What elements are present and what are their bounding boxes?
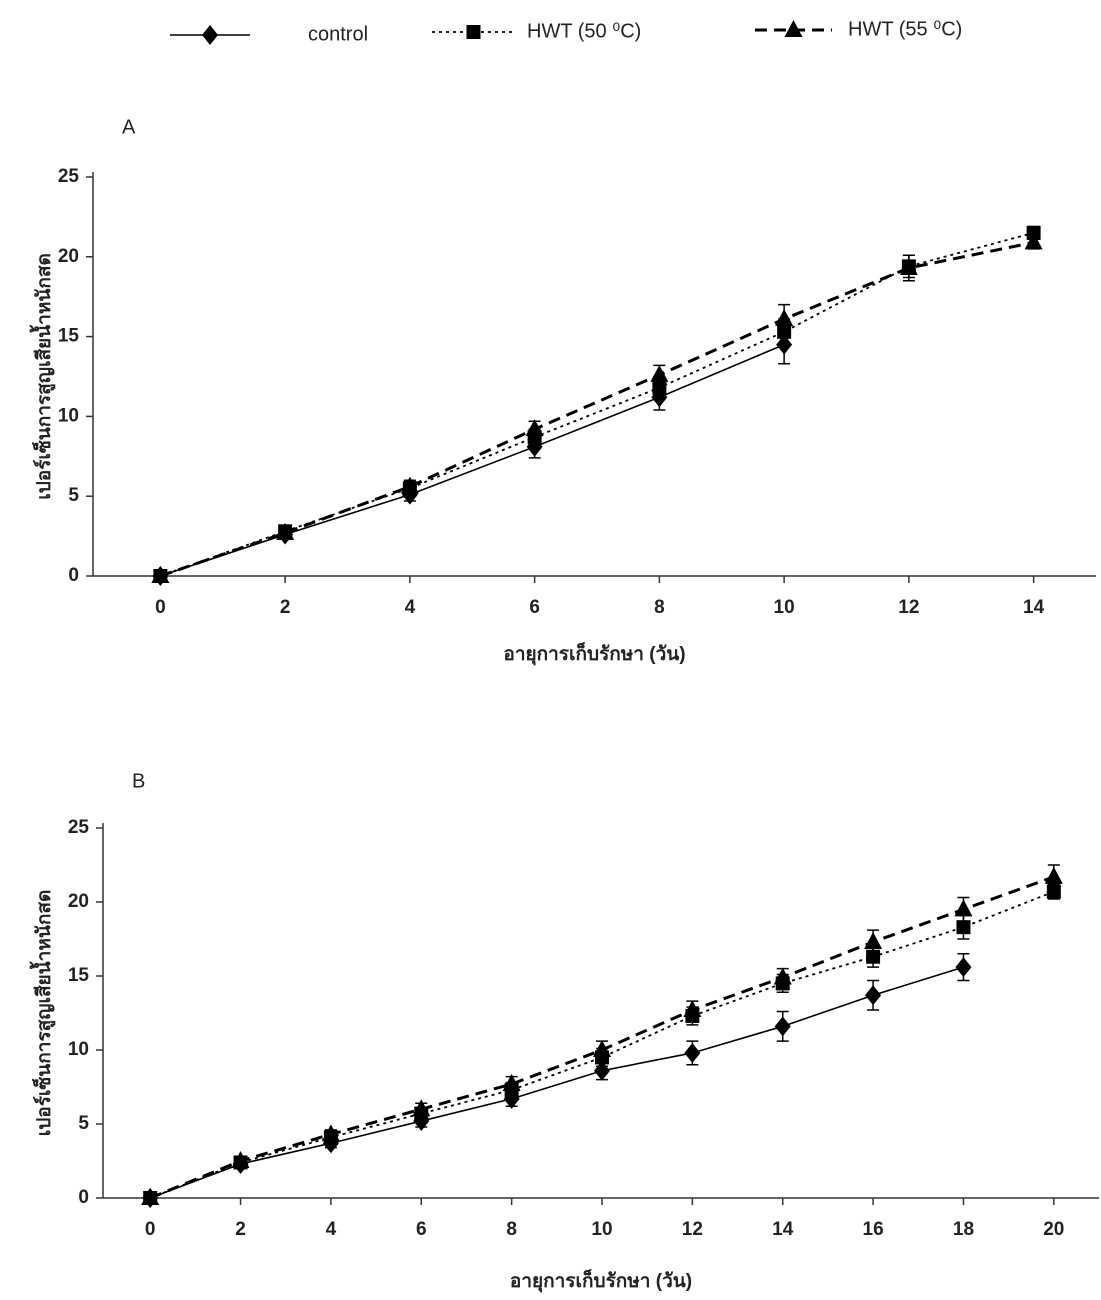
series-line	[159, 240, 1034, 578]
y-tick-label: 25	[58, 166, 80, 187]
marker	[593, 1040, 611, 1057]
marker	[231, 1151, 250, 1168]
y-tick-label: 10	[68, 1039, 89, 1060]
x-tick-label: 8	[654, 597, 665, 618]
x-tick-label: 2	[235, 1219, 246, 1240]
y-tick-label: 20	[68, 891, 89, 912]
x-axis-label: อายุการเก็บรักษา (วัน)	[503, 641, 685, 666]
legend-marker	[202, 25, 218, 45]
y-tick-label: 0	[68, 565, 79, 586]
marker	[955, 957, 972, 978]
x-tick-label: 12	[898, 597, 919, 618]
y-tick-label: 10	[58, 405, 79, 426]
legend-marker	[784, 20, 803, 37]
x-tick-label: 6	[529, 597, 540, 618]
marker	[899, 257, 918, 275]
x-tick-label: 0	[155, 597, 166, 618]
x-tick-label: 4	[405, 597, 416, 618]
series-line	[160, 343, 785, 577]
marker	[1024, 232, 1043, 250]
x-tick-label: 18	[953, 1219, 974, 1240]
marker	[774, 1016, 791, 1037]
legend-marker	[466, 25, 481, 39]
marker	[773, 967, 792, 985]
series-line	[149, 966, 964, 1199]
x-tick-label: 0	[145, 1219, 156, 1240]
y-tick-label: 15	[58, 326, 80, 347]
x-tick-label: 4	[326, 1219, 337, 1240]
y-tick-label: 0	[78, 1187, 89, 1208]
x-tick-label: 16	[863, 1219, 884, 1240]
marker	[400, 476, 419, 494]
x-tick-label: 10	[591, 1219, 612, 1240]
x-tick-label: 2	[280, 597, 291, 618]
legend-label: control	[308, 23, 368, 45]
marker	[865, 985, 882, 1006]
panel-label: A	[122, 116, 136, 138]
y-tick-label: 5	[68, 485, 79, 506]
marker	[684, 1042, 701, 1063]
legend-label: HWT (50 ⁰C)	[527, 20, 641, 42]
y-axis-label: เปอร์เซ็นการสูญเสียน้ำหนักสด	[29, 890, 56, 1137]
x-tick-label: 10	[774, 597, 795, 618]
marker	[956, 920, 971, 935]
x-tick-label: 6	[416, 1219, 427, 1240]
marker	[775, 309, 794, 327]
x-tick-label: 20	[1043, 1219, 1064, 1240]
marker	[151, 566, 170, 583]
y-tick-label: 20	[58, 246, 79, 267]
marker	[412, 1099, 431, 1117]
marker	[321, 1124, 340, 1142]
marker	[864, 931, 883, 949]
x-tick-label: 14	[772, 1219, 794, 1240]
y-axis-label: เปอร์เซ็นการสูญเสียน้ำหนักสด	[29, 253, 56, 500]
marker	[954, 899, 973, 917]
marker	[1044, 866, 1063, 884]
y-tick-label: 5	[78, 1113, 89, 1134]
marker	[141, 1188, 160, 1205]
y-tick-label: 15	[68, 965, 90, 986]
marker	[650, 364, 669, 382]
x-tick-label: 8	[506, 1219, 517, 1240]
y-tick-label: 25	[68, 817, 90, 838]
x-tick-label: 14	[1023, 597, 1045, 618]
x-axis-label: อายุการเก็บรักษา (วัน)	[510, 1268, 692, 1293]
marker	[683, 1000, 702, 1018]
marker	[525, 419, 544, 437]
x-tick-label: 12	[682, 1219, 703, 1240]
marker	[502, 1074, 521, 1092]
marker	[276, 522, 295, 540]
panel-label: B	[132, 770, 145, 792]
legend-label: HWT (55 ⁰C)	[848, 18, 962, 40]
